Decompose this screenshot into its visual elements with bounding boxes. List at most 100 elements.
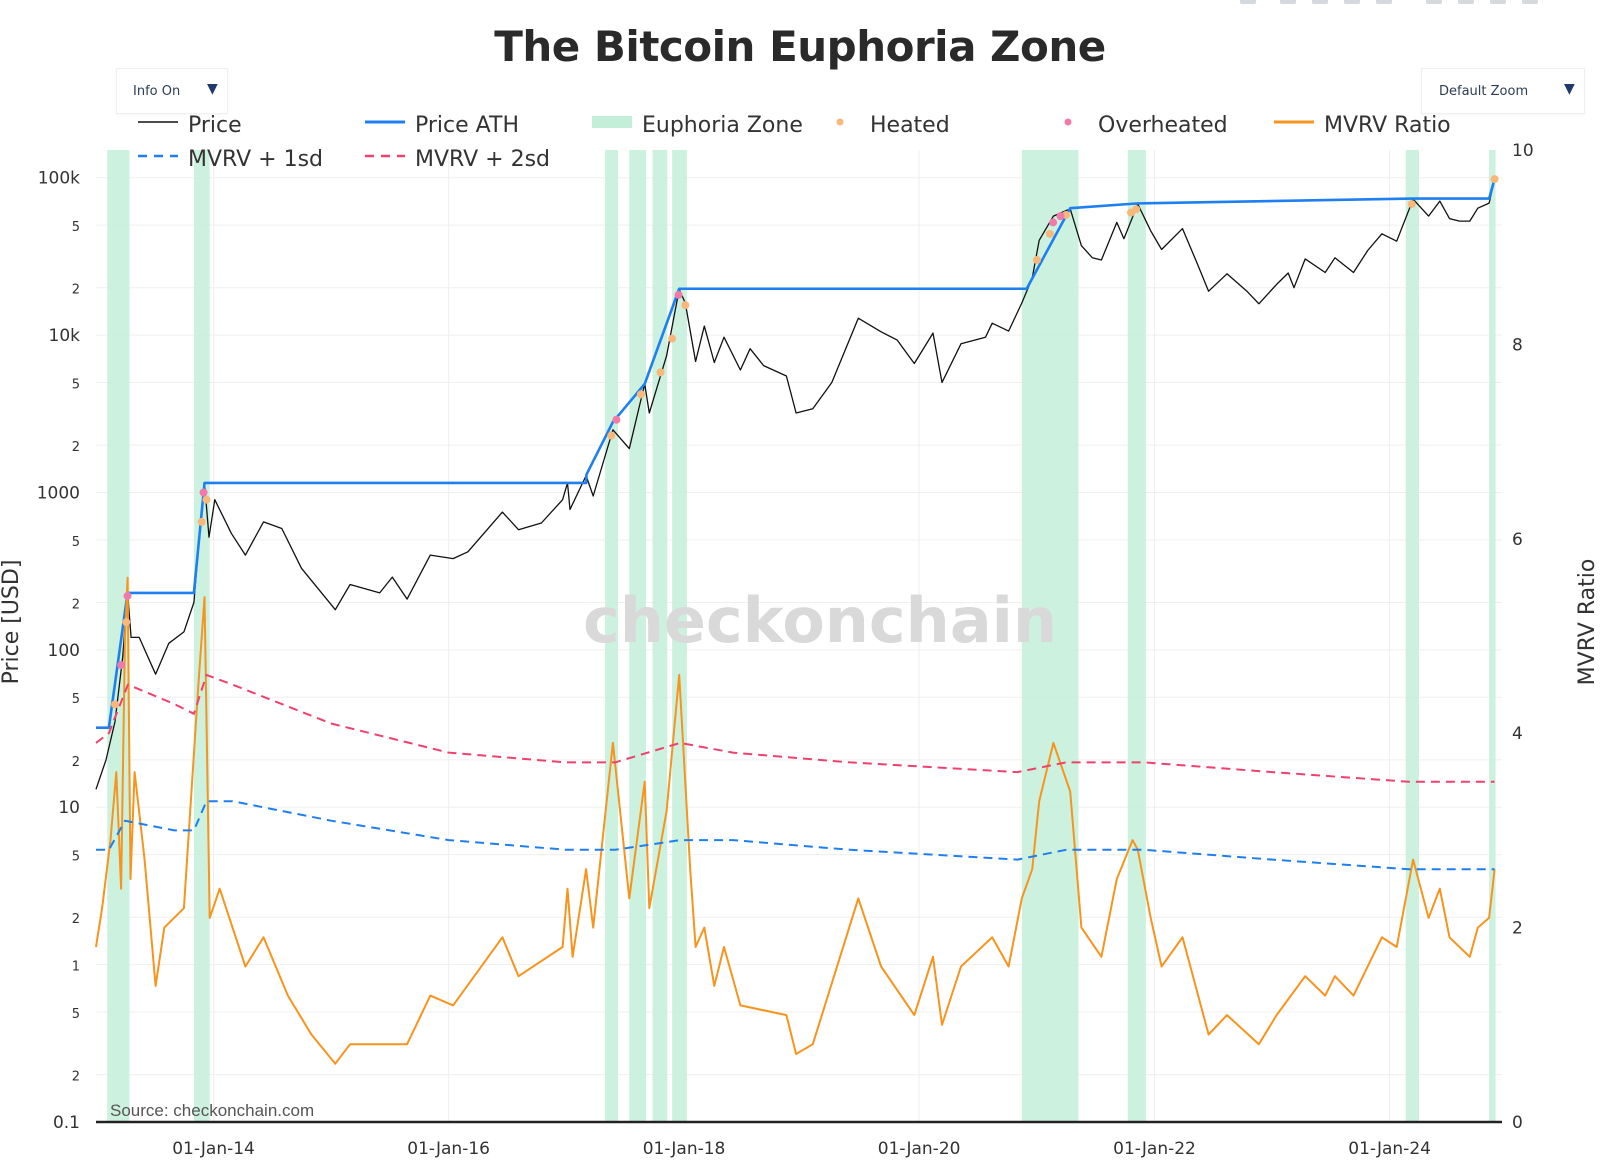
autoscale-icon[interactable] bbox=[1490, 0, 1506, 4]
pan-icon[interactable] bbox=[1312, 0, 1328, 4]
y-left-tick-label: 1 bbox=[72, 960, 80, 975]
chevron-down-icon: ▼ bbox=[1564, 81, 1575, 97]
info-toggle-label: Info On bbox=[133, 84, 181, 99]
y-left-tick-label: 100k bbox=[38, 169, 80, 189]
legend-label: Overheated bbox=[1098, 113, 1228, 138]
series-markers bbox=[111, 175, 1499, 709]
y-left-tick-label: 1000 bbox=[37, 483, 80, 503]
y-right-tick-label: 2 bbox=[1512, 919, 1523, 939]
marker-point bbox=[202, 495, 211, 504]
axes: 0.1 2 5 1 2 5 10 2 5 100 2 5 1000 2 5 10k 2 5 100k 0 2 4 6 8 10 0… bbox=[37, 141, 1534, 1159]
marker-point bbox=[1045, 229, 1054, 238]
y-axis-left-label: Price [USD] bbox=[0, 560, 24, 685]
y-left-tick-label: 5 bbox=[72, 692, 80, 707]
euphoria-zone-band bbox=[672, 150, 687, 1122]
camera-icon[interactable] bbox=[1240, 0, 1256, 4]
y-left-tick-label: 5 bbox=[72, 377, 80, 392]
chevron-down-icon: ▼ bbox=[207, 81, 218, 97]
marker-point bbox=[674, 290, 683, 299]
source-note: Source: checkonchain.com bbox=[110, 1101, 314, 1120]
y-right-tick-label: 4 bbox=[1512, 724, 1523, 744]
watermark: checkonchain bbox=[583, 584, 1057, 657]
euphoria-zone-band bbox=[1405, 150, 1419, 1122]
marker-point bbox=[607, 431, 616, 440]
zoom-dropdown[interactable]: Default Zoom ▼ bbox=[1421, 68, 1585, 114]
marker-point bbox=[1132, 205, 1141, 214]
marker-point bbox=[111, 700, 119, 709]
y-left-tick-label: 5 bbox=[72, 850, 80, 865]
euphoria-zone-band bbox=[1021, 150, 1079, 1122]
legend: Price Price ATH Euphoria Zone Heated Overhea… bbox=[138, 113, 1451, 172]
marker-point bbox=[122, 618, 131, 627]
y-left-tick-label: 2 bbox=[72, 912, 80, 927]
euphoria-zone-band bbox=[1489, 150, 1496, 1122]
y-left-tick-label: 2 bbox=[72, 440, 80, 455]
marker-point bbox=[197, 517, 206, 526]
marker-point bbox=[117, 661, 126, 670]
zoom-label: Default Zoom bbox=[1439, 84, 1529, 99]
euphoria-zone-band bbox=[107, 150, 130, 1122]
marker-point bbox=[199, 488, 208, 497]
y-right-tick-label: 0 bbox=[1512, 1113, 1523, 1133]
lasso-icon[interactable] bbox=[1376, 0, 1392, 4]
y-right-tick-label: 10 bbox=[1512, 141, 1534, 161]
legend-label: MVRV + 1sd bbox=[188, 147, 323, 172]
series-line bbox=[95, 178, 1496, 790]
marker-point bbox=[636, 390, 645, 399]
marker-point bbox=[1032, 256, 1041, 265]
legend-label: Price bbox=[188, 113, 242, 138]
box-select-icon[interactable] bbox=[1344, 0, 1360, 4]
marker-point bbox=[1490, 175, 1499, 184]
marker-point bbox=[668, 334, 677, 343]
x-tick-label: 01-Jan-22 bbox=[1113, 1139, 1196, 1159]
legend-label: Euphoria Zone bbox=[642, 113, 803, 138]
legend-label: Heated bbox=[870, 113, 950, 138]
reset-axes-icon[interactable] bbox=[1522, 0, 1538, 4]
x-tick-label: 01-Jan-20 bbox=[878, 1139, 961, 1159]
euphoria-zone-band bbox=[605, 150, 619, 1122]
series-line bbox=[95, 673, 1495, 783]
marker-point bbox=[1056, 212, 1065, 221]
series-lines bbox=[95, 178, 1496, 1065]
chart-title: The Bitcoin Euphoria Zone bbox=[494, 22, 1106, 71]
y-left-tick-label: 2 bbox=[72, 597, 80, 612]
y-left-tick-label: 0.1 bbox=[53, 1113, 80, 1133]
x-tick-label: 01-Jan-24 bbox=[1348, 1139, 1431, 1159]
legend-swatch bbox=[1064, 118, 1072, 126]
y-left-tick-label: 2 bbox=[72, 755, 80, 770]
modebar bbox=[1220, 0, 1600, 8]
x-tick-label: 01-Jan-18 bbox=[643, 1139, 726, 1159]
y-axis-right-label: MVRV Ratio bbox=[1575, 559, 1600, 686]
series-line bbox=[95, 576, 1496, 1065]
marker-point bbox=[123, 591, 132, 600]
y-right-tick-label: 6 bbox=[1512, 530, 1523, 550]
y-right-tick-label: 8 bbox=[1512, 335, 1523, 355]
zoom-out-icon[interactable] bbox=[1458, 0, 1474, 4]
y-left-tick-label: 5 bbox=[72, 535, 80, 550]
legend-swatch bbox=[836, 118, 844, 126]
y-left-tick-label: 5 bbox=[72, 220, 80, 235]
y-left-tick-label: 2 bbox=[72, 1070, 80, 1085]
euphoria-zone-band bbox=[652, 150, 668, 1122]
x-tick-label: 01-Jan-14 bbox=[172, 1139, 255, 1159]
marker-point bbox=[1407, 200, 1416, 209]
y-left-tick-label: 10 bbox=[58, 798, 80, 818]
y-left-tick-label: 5 bbox=[72, 1007, 80, 1022]
marker-point bbox=[612, 415, 621, 424]
legend-label: MVRV + 2sd bbox=[415, 147, 550, 172]
grid bbox=[96, 150, 1502, 1123]
y-left-tick-label: 100 bbox=[48, 641, 80, 661]
legend-label: Price ATH bbox=[415, 113, 519, 138]
series-line bbox=[96, 178, 1496, 730]
info-toggle-dropdown[interactable]: Info On ▼ bbox=[116, 68, 228, 114]
y-left-tick-label: 2 bbox=[72, 283, 80, 298]
marker-point bbox=[656, 368, 665, 377]
zoom-in-icon[interactable] bbox=[1426, 0, 1442, 4]
legend-label: MVRV Ratio bbox=[1324, 113, 1451, 138]
x-tick-label: 01-Jan-16 bbox=[407, 1139, 490, 1159]
marker-point bbox=[1049, 218, 1058, 227]
zoom-icon[interactable] bbox=[1280, 0, 1296, 4]
marker-point bbox=[681, 301, 690, 310]
legend-swatch bbox=[592, 116, 632, 128]
